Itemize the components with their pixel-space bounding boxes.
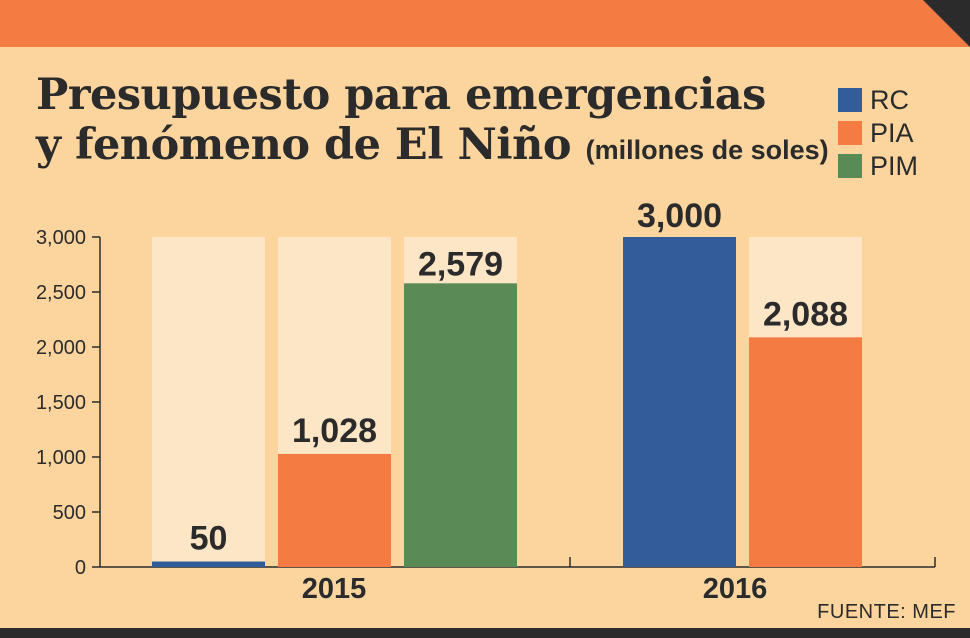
- value-label-pia-2016: 2,088: [763, 295, 848, 333]
- bar-rc-2016: [623, 237, 736, 567]
- x-category-label-2015: 2015: [302, 573, 367, 605]
- y-tick-label: 1,500: [36, 392, 86, 414]
- title-line-1: Presupuesto para emergencias: [36, 70, 766, 120]
- value-label-rc-2015: 50: [190, 520, 228, 558]
- bar-pia-2015: [278, 453, 391, 567]
- y-tick-label: 500: [53, 502, 86, 524]
- bar-pia-2016: [749, 337, 862, 567]
- title-subtitle: (millones de soles): [585, 135, 829, 165]
- source-label: FUENTE:: [817, 601, 907, 623]
- legend-item-pia: PIA: [838, 119, 918, 147]
- chart-title: Presupuesto para emergencias y fenómeno …: [36, 70, 829, 175]
- legend-swatch-pim: [838, 154, 862, 178]
- bar-track-rc-2015: [152, 237, 265, 567]
- title-line-2: y fenómeno de El Niño: [36, 120, 572, 170]
- y-tick-label: 0: [75, 557, 86, 579]
- legend-item-rc: RC: [838, 86, 918, 114]
- bar-pim-2015: [404, 283, 517, 567]
- value-label-pia-2015: 1,028: [292, 412, 377, 450]
- value-label-pim-2015: 2,579: [418, 245, 503, 283]
- bar-rc-2015: [152, 561, 265, 567]
- legend-swatch-pia: [838, 121, 862, 145]
- legend-label-rc: RC: [870, 85, 909, 115]
- y-tick-label: 2,000: [36, 337, 86, 359]
- x-category-label-2016: 2016: [703, 573, 768, 605]
- corner-fold-decoration: [923, 0, 970, 47]
- header-band: [0, 0, 970, 47]
- legend-label-pia: PIA: [870, 118, 914, 148]
- legend-label-pim: PIM: [870, 151, 919, 181]
- y-tick-label: 1,000: [36, 447, 86, 469]
- source-value: MEF: [912, 601, 956, 623]
- legend-item-pim: PIM: [838, 152, 918, 180]
- legend-swatch-rc: [838, 88, 862, 112]
- legend: RC PIA PIM: [838, 86, 918, 180]
- footer-band: [0, 628, 970, 638]
- source-credit: FUENTE: MEF: [817, 601, 956, 624]
- value-label-rc-2016: 3,000: [637, 197, 722, 235]
- y-tick-label: 3,000: [36, 227, 86, 249]
- y-tick-label: 2,500: [36, 282, 86, 304]
